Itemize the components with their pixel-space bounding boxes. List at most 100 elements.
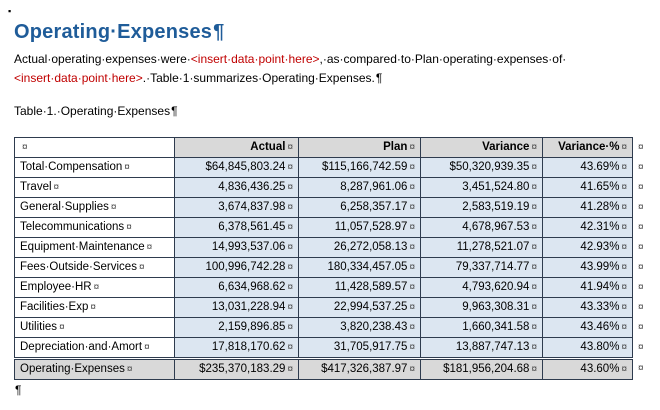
- header-cell-blank[interactable]: ¤: [14, 137, 175, 158]
- row-label-cell[interactable]: Employee·HR ¤: [14, 277, 175, 298]
- row-end-mark: ¤: [632, 137, 649, 158]
- variance-pct-cell[interactable]: 43.99% ¤: [542, 257, 633, 278]
- row-label-cell[interactable]: Utilities ¤: [14, 317, 175, 338]
- row-label-cell[interactable]: Depreciation·and·Amort ¤: [14, 337, 175, 359]
- row-label-cell[interactable]: Equipment·Maintenance ¤: [14, 237, 175, 258]
- table-row: Depreciation·and·Amort ¤ 17,818,170.62 ¤ 31,…: [14, 337, 649, 359]
- plan-cell[interactable]: 22,994,537.25 ¤: [298, 297, 421, 318]
- cell-value: 180,334,457.05: [327, 261, 408, 273]
- row-label-cell[interactable]: Telecommunications ¤: [14, 217, 175, 238]
- plan-cell[interactable]: 11,057,528.97 ¤: [298, 217, 421, 238]
- variance-cell[interactable]: 79,337,714.77 ¤: [420, 257, 543, 278]
- row-label-cell[interactable]: Fees·Outside·Services ¤: [14, 257, 175, 278]
- header-cell[interactable]: Variance ¤: [420, 137, 543, 158]
- pilcrow-mark: ¶: [213, 21, 225, 43]
- variance-cell[interactable]: $181,956,204.68 ¤: [420, 357, 543, 380]
- anchor-square-mark: ▪: [8, 6, 12, 16]
- table-caption[interactable]: Table·1.·Operating·Expenses¶: [14, 104, 646, 119]
- cell-end-mark: ¤: [621, 242, 627, 253]
- page-title[interactable]: Operating·Expenses¶: [14, 20, 646, 44]
- pilcrow-mark: ¶: [15, 383, 22, 397]
- actual-cell[interactable]: 6,378,561.45 ¤: [174, 217, 299, 238]
- actual-cell[interactable]: 3,674,837.98 ¤: [174, 197, 299, 218]
- cell-value: 79,337,714.77: [455, 261, 530, 273]
- table-row: General·Supplies ¤ 3,674,837.98 ¤ 6,258,357.…: [14, 197, 649, 218]
- variance-cell[interactable]: 4,793,620.94 ¤: [420, 277, 543, 298]
- actual-cell[interactable]: 2,159,896.85 ¤: [174, 317, 299, 338]
- cell-value: Total·Compensation: [20, 161, 123, 173]
- cell-value: 6,634,968.62: [218, 281, 286, 293]
- expenses-table-head: ¤ Actual ¤ Plan ¤ Variance ¤ Variance·% ¤ ¤: [14, 137, 649, 158]
- table-row: Equipment·Maintenance ¤ 14,993,537.06 ¤ 26,2…: [14, 237, 649, 258]
- variance-pct-cell[interactable]: 42.31% ¤: [542, 217, 633, 238]
- actual-cell[interactable]: $64,845,803.24 ¤: [174, 157, 299, 178]
- cell-value: $64,845,803.24: [205, 161, 286, 173]
- intro-paragraph[interactable]: Actual·operating·expenses·were·<insert·d…: [14, 50, 654, 88]
- insert-data-placeholder: <insert·data·point·here>: [190, 52, 320, 66]
- variance-cell[interactable]: 3,451,524.80 ¤: [420, 177, 543, 198]
- cell-value: 3,820,238.43: [340, 321, 408, 333]
- cell-end-mark: ¤: [138, 262, 145, 273]
- variance-cell[interactable]: 9,963,308.31 ¤: [420, 297, 543, 318]
- row-label-cell[interactable]: Travel ¤: [14, 177, 175, 198]
- variance-pct-cell[interactable]: 41.65% ¤: [542, 177, 633, 198]
- actual-cell[interactable]: 6,634,968.62 ¤: [174, 277, 299, 298]
- variance-cell[interactable]: 4,678,967.53 ¤: [420, 217, 543, 238]
- row-label-cell[interactable]: General·Supplies ¤: [14, 197, 175, 218]
- actual-cell[interactable]: 14,993,537.06 ¤: [174, 237, 299, 258]
- actual-cell[interactable]: 17,818,170.62 ¤: [174, 337, 299, 359]
- actual-cell[interactable]: 100,996,742.28 ¤: [174, 257, 299, 278]
- paragraph-text: .·Table·1·summarizes·Operating·Expenses.: [142, 71, 375, 85]
- variance-pct-cell[interactable]: 41.94% ¤: [542, 277, 633, 298]
- row-label-cell[interactable]: Facilities·Exp ¤: [14, 297, 175, 318]
- cell-value: $115,166,742.59: [321, 161, 408, 173]
- variance-pct-cell[interactable]: 43.33% ¤: [542, 297, 633, 318]
- cell-value: 9,963,308.31: [462, 301, 530, 313]
- actual-cell[interactable]: 13,031,228.94 ¤: [174, 297, 299, 318]
- actual-cell[interactable]: $235,370,183.29 ¤: [174, 357, 299, 380]
- header-label: Variance·%: [558, 141, 620, 153]
- plan-cell[interactable]: 6,258,357.17 ¤: [298, 197, 421, 218]
- row-end-mark: ¤: [632, 197, 649, 218]
- plan-cell[interactable]: 3,820,238.43 ¤: [298, 317, 421, 338]
- cell-end-mark: ¤: [59, 322, 65, 333]
- plan-cell[interactable]: 26,272,058.13 ¤: [298, 237, 421, 258]
- variance-cell[interactable]: 11,278,521.07 ¤: [420, 237, 543, 258]
- plan-cell[interactable]: 180,334,457.05 ¤: [298, 257, 421, 278]
- actual-cell[interactable]: 4,836,436.25 ¤: [174, 177, 299, 198]
- variance-pct-cell[interactable]: 43.60% ¤: [542, 357, 633, 380]
- variance-pct-cell[interactable]: 43.80% ¤: [542, 337, 633, 359]
- variance-pct-cell[interactable]: 43.69% ¤: [542, 157, 633, 178]
- cell-value: Employee·HR: [20, 281, 92, 293]
- cell-value: Utilities: [20, 321, 58, 333]
- row-label-cell[interactable]: Operating·Expenses ¤: [14, 357, 175, 380]
- cell-end-mark: ¤: [531, 142, 537, 153]
- cell-value: Telecommunications: [20, 221, 125, 233]
- header-label: Variance: [482, 141, 530, 153]
- variance-cell[interactable]: $50,320,939.35 ¤: [420, 157, 543, 178]
- row-label-cell[interactable]: Total·Compensation ¤: [14, 157, 175, 178]
- variance-pct-cell[interactable]: 42.93% ¤: [542, 237, 633, 258]
- cell-end-mark: ¤: [287, 182, 293, 193]
- plan-cell[interactable]: $417,326,387.97 ¤: [298, 357, 421, 380]
- variance-pct-cell[interactable]: 43.46% ¤: [542, 317, 633, 338]
- table-row: Employee·HR ¤ 6,634,968.62 ¤ 11,428,589.57 ¤ 4…: [14, 277, 649, 298]
- variance-cell[interactable]: 13,887,747.13 ¤: [420, 337, 543, 359]
- variance-cell[interactable]: 1,660,341.58 ¤: [420, 317, 543, 338]
- variance-cell[interactable]: 2,583,519.19 ¤: [420, 197, 543, 218]
- variance-pct-cell[interactable]: 41.28% ¤: [542, 197, 633, 218]
- header-cell[interactable]: Actual ¤: [174, 137, 299, 158]
- cell-end-mark: ¤: [531, 262, 537, 273]
- cell-value: 3,674,837.98: [218, 201, 286, 213]
- row-end-mark: ¤: [632, 157, 649, 178]
- plan-cell[interactable]: 8,287,961.06 ¤: [298, 177, 421, 198]
- plan-cell[interactable]: 11,428,589.57 ¤: [298, 277, 421, 298]
- header-cell[interactable]: Plan ¤: [298, 137, 421, 158]
- cell-end-mark: ¤: [287, 282, 293, 293]
- plan-cell[interactable]: 31,705,917.75 ¤: [298, 337, 421, 359]
- plan-cell[interactable]: $115,166,742.59 ¤: [298, 157, 421, 178]
- paragraph-text: Actual·operating·expenses·were·: [14, 52, 191, 66]
- cell-value: Travel: [20, 181, 52, 193]
- cell-end-mark: ¤: [126, 222, 132, 233]
- header-cell[interactable]: Variance·% ¤: [542, 137, 633, 158]
